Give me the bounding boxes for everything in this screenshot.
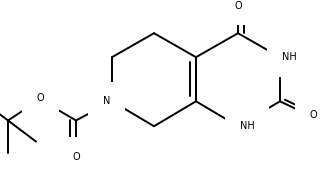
Text: NH: NH [282,52,297,62]
Text: O: O [234,1,242,11]
Text: O: O [72,152,80,162]
Text: N: N [103,96,110,106]
Text: O: O [310,110,318,120]
Text: NH: NH [240,121,255,131]
Text: O: O [37,93,44,103]
